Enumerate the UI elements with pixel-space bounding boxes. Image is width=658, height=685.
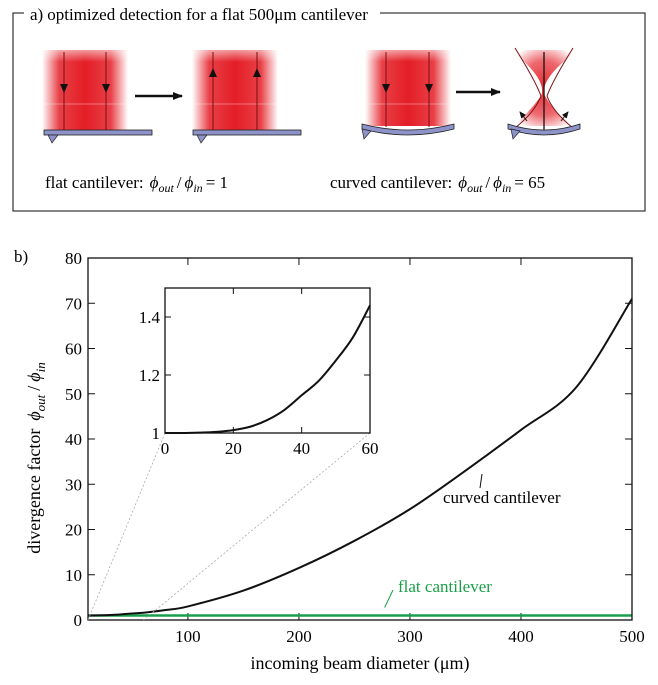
x-axis-label: incoming beam diameter (μm) bbox=[250, 653, 469, 674]
inset-x-tick-label: 0 bbox=[161, 439, 170, 458]
inset-x-tick-label: 60 bbox=[362, 439, 379, 458]
x-tick-label: 500 bbox=[619, 627, 645, 646]
annotation-curved-cantilever: curved cantilever bbox=[443, 488, 561, 507]
cantilever-tip bbox=[511, 129, 520, 139]
y-tick-label: 60 bbox=[65, 340, 82, 359]
inset-chart: 0 20 40 60 1 1.2 1.4 bbox=[139, 288, 379, 458]
y-tick-label: 30 bbox=[65, 475, 82, 494]
flat-caption: flat cantilever: ϕout / ϕin = 1 bbox=[45, 173, 228, 195]
y-tick-label: 20 bbox=[65, 521, 82, 540]
zoom-guide-line bbox=[144, 433, 370, 620]
cantilever-tip bbox=[197, 135, 207, 143]
x-tick-label: 400 bbox=[508, 627, 534, 646]
panel-a-title: a) optimized detection for a flat 500μm c… bbox=[30, 5, 368, 24]
curved-incoming-illustration bbox=[362, 50, 454, 135]
flat-cantilever-shape bbox=[193, 130, 301, 135]
panel-a: a) optimized detection for a flat 500μm c… bbox=[13, 4, 645, 211]
cantilever-tip bbox=[362, 129, 371, 139]
inset-y-tick-label: 1.2 bbox=[139, 366, 160, 385]
cantilever-tip bbox=[48, 135, 58, 143]
annotation-arrow-flat bbox=[385, 590, 393, 607]
y-tick-label: 40 bbox=[65, 430, 82, 449]
y-axis-label: divergence factorϕout/ϕin bbox=[24, 362, 48, 554]
inset-x-tick-label: 40 bbox=[293, 439, 310, 458]
y-tick-label: 70 bbox=[65, 294, 82, 313]
curved-caption: curved cantilever: ϕout / ϕin = 65 bbox=[330, 173, 545, 195]
zoom-guide-line bbox=[88, 433, 165, 620]
x-tick-label: 300 bbox=[397, 627, 423, 646]
annotation-flat-cantilever: flat cantilever bbox=[398, 577, 492, 596]
inset-x-tick-label: 20 bbox=[225, 439, 242, 458]
y-tick-label: 0 bbox=[74, 611, 83, 630]
x-tick-label: 100 bbox=[175, 627, 201, 646]
panel-b-label: b) bbox=[14, 247, 28, 266]
y-tick-label: 50 bbox=[65, 385, 82, 404]
x-tick-label: 200 bbox=[286, 627, 312, 646]
annotation-arrow-curved bbox=[480, 474, 482, 488]
inset-y-tick-label: 1.4 bbox=[139, 308, 161, 327]
y-tick-label: 80 bbox=[65, 249, 82, 268]
y-tick-label: 10 bbox=[65, 566, 82, 585]
flat-outgoing-illustration bbox=[192, 50, 301, 143]
flat-cantilever-shape bbox=[44, 130, 152, 135]
inset-y-tick-label: 1 bbox=[152, 424, 161, 443]
